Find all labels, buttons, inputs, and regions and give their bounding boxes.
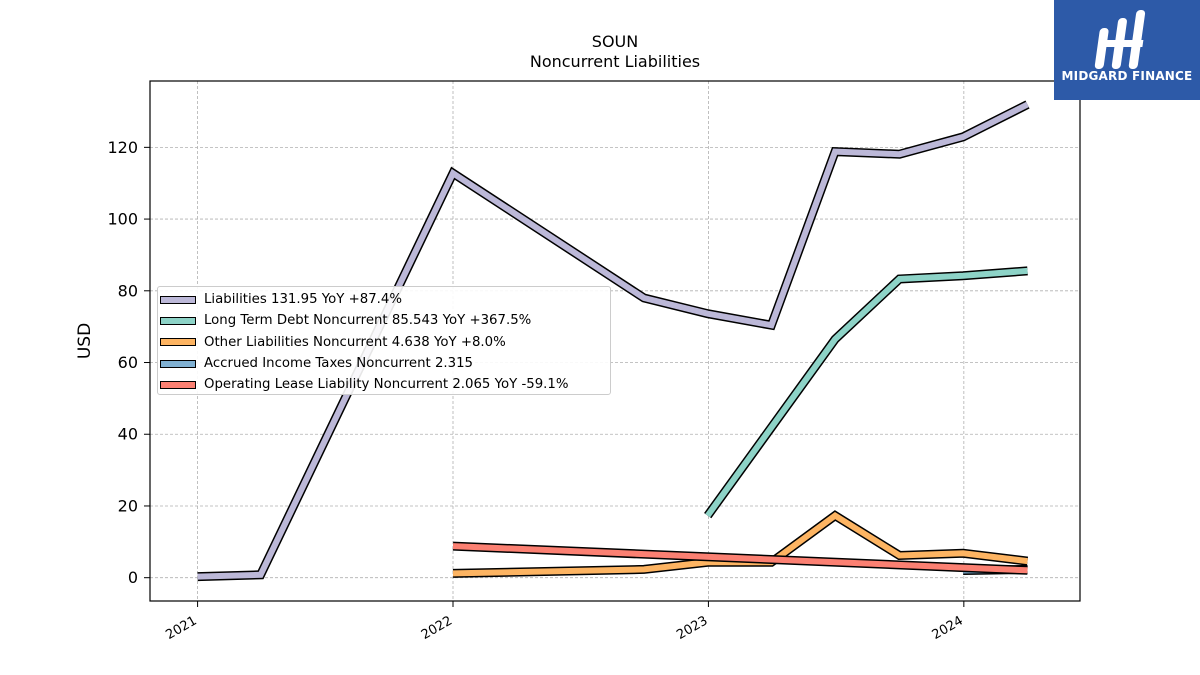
legend-item: Operating Lease Liability Noncurrent 2.0… bbox=[158, 374, 610, 395]
legend-label: Liabilities 131.95 YoY +87.4% bbox=[204, 292, 402, 308]
x-tick-label: 2024 bbox=[930, 613, 966, 643]
chart-legend: Liabilities 131.95 YoY +87.4% Long Term D… bbox=[157, 286, 611, 395]
x-tick-label: 2022 bbox=[419, 613, 455, 643]
plot-frame bbox=[149, 80, 1081, 602]
series-line-fill bbox=[452, 543, 1028, 574]
legend-swatch bbox=[160, 359, 196, 368]
axis-layer: 0 20 40 60 80 100 120 2021 2022 2023 2024 bbox=[107, 138, 965, 643]
legend-swatch bbox=[160, 316, 196, 325]
brand-name: MIDGARD FINANCE bbox=[1061, 69, 1193, 83]
legend-label: Accrued Income Taxes Noncurrent 2.315 bbox=[204, 356, 474, 372]
series-line bbox=[704, 266, 1028, 519]
series-line bbox=[452, 510, 1029, 578]
chart-subtitle: Noncurrent Liabilities bbox=[529, 52, 701, 71]
chart-title: SOUN bbox=[591, 32, 639, 51]
legend-swatch bbox=[160, 295, 196, 304]
legend-label: Operating Lease Liability Noncurrent 2.0… bbox=[204, 377, 569, 393]
y-tick-label: 80 bbox=[118, 281, 138, 300]
legend-item: Accrued Income Taxes Noncurrent 2.315 bbox=[158, 353, 610, 374]
y-tick-label: 20 bbox=[118, 496, 138, 515]
y-tick-label: 0 bbox=[128, 568, 138, 587]
series-line bbox=[452, 541, 1028, 575]
legend-item: Liabilities 131.95 YoY +87.4% bbox=[158, 289, 610, 310]
legend-swatch bbox=[160, 338, 196, 347]
y-tick-label: 100 bbox=[107, 210, 138, 229]
legend-label: Other Liabilities Noncurrent 4.638 YoY +… bbox=[204, 334, 506, 350]
y-tick-label: 60 bbox=[118, 353, 138, 372]
y-axis-label: USD bbox=[75, 323, 95, 359]
brand-logo: MIDGARD FINANCE bbox=[1054, 0, 1200, 100]
x-tick-label: 2023 bbox=[674, 613, 710, 643]
x-tick-label: 2021 bbox=[163, 613, 199, 643]
legend-swatch bbox=[160, 380, 196, 389]
legend-label: Long Term Debt Noncurrent 85.543 YoY +36… bbox=[204, 313, 532, 329]
y-tick-label: 120 bbox=[107, 138, 138, 157]
legend-item: Other Liabilities Noncurrent 4.638 YoY +… bbox=[158, 332, 610, 353]
legend-item: Long Term Debt Noncurrent 85.543 YoY +36… bbox=[158, 310, 610, 331]
series-line-fill bbox=[452, 511, 1028, 577]
y-tick-label: 40 bbox=[118, 425, 138, 444]
series-line-fill bbox=[705, 267, 1028, 518]
midgard-m-logo-icon bbox=[1094, 10, 1146, 69]
